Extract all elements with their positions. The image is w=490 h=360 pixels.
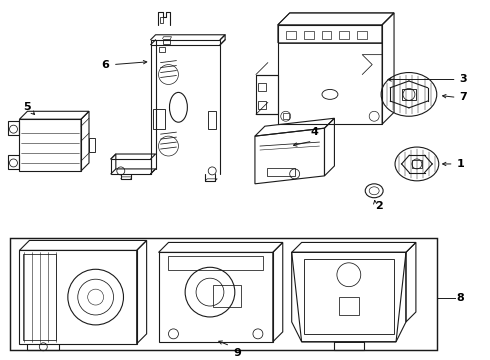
- Bar: [412, 160, 422, 168]
- Text: 5: 5: [24, 102, 31, 112]
- Bar: [20, 119, 81, 171]
- Bar: [9, 238, 437, 350]
- Bar: [160, 17, 163, 23]
- Text: 1: 1: [457, 159, 465, 169]
- Bar: [256, 75, 278, 114]
- Bar: [304, 259, 394, 334]
- Bar: [213, 285, 241, 307]
- Text: 6: 6: [101, 60, 109, 69]
- Bar: [208, 111, 216, 129]
- Text: 8: 8: [457, 293, 465, 303]
- Bar: [7, 155, 20, 169]
- Bar: [357, 31, 367, 39]
- Bar: [278, 25, 382, 124]
- Bar: [340, 31, 349, 39]
- Bar: [304, 31, 314, 39]
- Bar: [159, 252, 273, 342]
- Bar: [152, 109, 165, 129]
- Text: 3: 3: [460, 75, 467, 85]
- Bar: [286, 31, 295, 39]
- Bar: [7, 121, 20, 135]
- Bar: [402, 89, 416, 100]
- Bar: [258, 102, 266, 109]
- Bar: [334, 342, 364, 350]
- Bar: [163, 39, 171, 44]
- Bar: [159, 47, 165, 52]
- Bar: [321, 31, 331, 39]
- Text: 4: 4: [311, 127, 319, 137]
- Text: 2: 2: [375, 201, 383, 211]
- Bar: [267, 168, 294, 176]
- Bar: [283, 113, 289, 119]
- Bar: [24, 255, 56, 340]
- Bar: [339, 297, 359, 315]
- Text: 9: 9: [233, 348, 241, 358]
- Bar: [89, 138, 95, 152]
- Bar: [20, 251, 137, 344]
- Bar: [169, 256, 263, 270]
- Bar: [278, 25, 382, 43]
- Bar: [258, 84, 266, 91]
- Text: 7: 7: [460, 93, 467, 102]
